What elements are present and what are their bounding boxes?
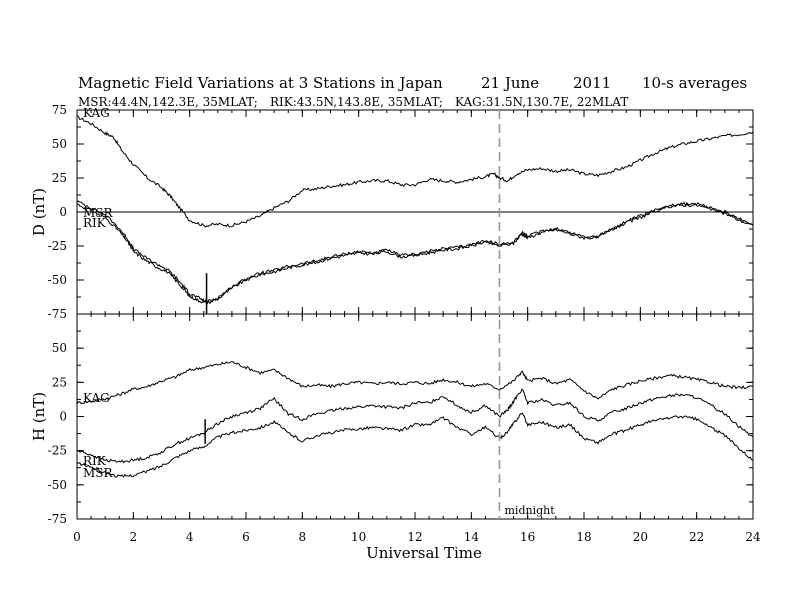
series-label-H-rik: RIK <box>83 454 107 468</box>
x-tick-label: 10 <box>351 530 366 544</box>
x-tick-label: 22 <box>689 530 704 544</box>
x-tick-label: 20 <box>633 530 648 544</box>
chart-year: 2011 <box>573 74 611 92</box>
y-tick-label-H: 50 <box>52 341 67 355</box>
series-H-rik <box>76 388 754 464</box>
y-tick-label-D: 50 <box>52 137 67 151</box>
series-H-msr <box>76 412 754 478</box>
series-D-rik <box>76 203 754 306</box>
y-tick-label-H: -25 <box>48 444 67 458</box>
x-tick-label: 6 <box>242 530 250 544</box>
subtitle-kag: KAG:31.5N,130.7E, 22MLAT <box>455 95 628 109</box>
x-tick-label: 2 <box>130 530 138 544</box>
y-tick-label-D: -75 <box>48 307 67 321</box>
series-label-D-kag: KAG <box>83 106 110 120</box>
series-H-kag <box>76 361 754 405</box>
series-label-H-kag: KAG <box>83 391 110 405</box>
series-label-H-msr: MSR <box>83 466 114 480</box>
panel-frame-H <box>76 313 754 520</box>
y-tick-label-D: 0 <box>59 205 67 219</box>
x-tick-label: 8 <box>299 530 307 544</box>
x-tick-label: 24 <box>745 530 761 544</box>
series-label-D-rik: RIK <box>83 216 107 230</box>
series-D-kag <box>76 115 754 228</box>
chart-title: Magnetic Field Variations at 3 Stations … <box>78 74 443 92</box>
y-tick-label-D: 75 <box>52 103 67 117</box>
y-tick-label-D: -50 <box>48 273 67 287</box>
chart-date: 21 June <box>481 74 539 92</box>
subtitle-rik: RIK:43.5N,143.8E, 35MLAT; <box>270 95 443 109</box>
midnight-label: midnight <box>505 504 556 517</box>
x-tick-label: 0 <box>73 530 81 544</box>
chart-averaging: 10-s averages <box>642 74 747 92</box>
series-D-msr <box>76 200 754 304</box>
x-tick-label: 16 <box>520 530 535 544</box>
x-tick-label: 18 <box>576 530 591 544</box>
x-tick-label: 14 <box>464 530 480 544</box>
subtitle-msr: MSR:44.4N,142.3E, 35MLAT; <box>78 95 258 109</box>
y-tick-label-H: -50 <box>48 478 67 492</box>
y-axis-label-H: H (nT) <box>30 392 48 441</box>
y-tick-label-D: -25 <box>48 239 67 253</box>
y-tick-label-H: 0 <box>59 410 67 424</box>
y-tick-label-H: -75 <box>48 512 67 526</box>
x-tick-label: 4 <box>186 530 194 544</box>
x-tick-label: 12 <box>407 530 422 544</box>
y-tick-label-D: 25 <box>52 171 67 185</box>
y-axis-label-D: D (nT) <box>30 188 48 236</box>
y-tick-label-H: 25 <box>52 375 67 389</box>
x-axis-label: Universal Time <box>366 544 482 562</box>
